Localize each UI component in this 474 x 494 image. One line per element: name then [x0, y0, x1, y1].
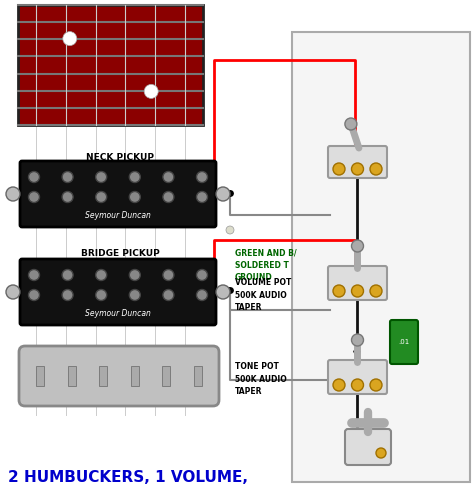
- Bar: [131, 366, 139, 386]
- Circle shape: [163, 192, 174, 203]
- Circle shape: [163, 289, 174, 300]
- Circle shape: [63, 32, 77, 45]
- Circle shape: [197, 171, 208, 182]
- FancyBboxPatch shape: [20, 161, 216, 227]
- Circle shape: [352, 163, 364, 175]
- Bar: [99, 366, 107, 386]
- Circle shape: [370, 379, 382, 391]
- Bar: [68, 366, 75, 386]
- Text: Seymour Duncan: Seymour Duncan: [85, 210, 151, 219]
- Circle shape: [28, 270, 39, 281]
- Circle shape: [144, 84, 158, 98]
- Text: BRIDGE PICKUP: BRIDGE PICKUP: [81, 248, 159, 257]
- Text: VOLUME POT
500K AUDIO
TAPER: VOLUME POT 500K AUDIO TAPER: [235, 278, 292, 312]
- Bar: [194, 366, 202, 386]
- Circle shape: [163, 270, 174, 281]
- Circle shape: [197, 192, 208, 203]
- Circle shape: [376, 448, 386, 458]
- Circle shape: [333, 285, 345, 297]
- Circle shape: [345, 118, 357, 130]
- Text: .01: .01: [398, 339, 410, 345]
- FancyBboxPatch shape: [19, 346, 219, 406]
- Circle shape: [6, 285, 20, 299]
- Bar: [163, 366, 170, 386]
- Circle shape: [129, 270, 140, 281]
- Circle shape: [352, 379, 364, 391]
- Circle shape: [163, 171, 174, 182]
- FancyBboxPatch shape: [328, 146, 387, 178]
- Circle shape: [129, 171, 140, 182]
- Bar: [18, 5, 203, 125]
- Text: TONE POT
500K AUDIO
TAPER: TONE POT 500K AUDIO TAPER: [235, 362, 287, 396]
- Circle shape: [96, 192, 107, 203]
- Circle shape: [62, 270, 73, 281]
- Circle shape: [62, 289, 73, 300]
- Circle shape: [96, 289, 107, 300]
- Circle shape: [216, 285, 230, 299]
- Circle shape: [370, 163, 382, 175]
- Circle shape: [352, 285, 364, 297]
- Text: 2 HUMBUCKERS, 1 VOLUME,: 2 HUMBUCKERS, 1 VOLUME,: [8, 470, 248, 486]
- Circle shape: [370, 285, 382, 297]
- Circle shape: [62, 171, 73, 182]
- Circle shape: [352, 334, 364, 346]
- Circle shape: [352, 240, 364, 252]
- Circle shape: [6, 187, 20, 201]
- Text: NECK PICKUP: NECK PICKUP: [86, 153, 154, 162]
- FancyBboxPatch shape: [328, 266, 387, 300]
- Circle shape: [197, 289, 208, 300]
- FancyBboxPatch shape: [20, 259, 216, 325]
- Bar: [292, 32, 470, 482]
- FancyBboxPatch shape: [328, 360, 387, 394]
- FancyBboxPatch shape: [345, 429, 391, 465]
- Bar: [36, 366, 44, 386]
- Circle shape: [226, 226, 234, 234]
- Circle shape: [129, 289, 140, 300]
- Circle shape: [28, 171, 39, 182]
- FancyBboxPatch shape: [390, 320, 418, 364]
- Text: Seymour Duncan: Seymour Duncan: [85, 308, 151, 318]
- Circle shape: [96, 171, 107, 182]
- Circle shape: [28, 289, 39, 300]
- Circle shape: [197, 270, 208, 281]
- Circle shape: [333, 163, 345, 175]
- Circle shape: [96, 270, 107, 281]
- Circle shape: [216, 187, 230, 201]
- Text: GREEN AND B/
SOLDERED T
GROUND: GREEN AND B/ SOLDERED T GROUND: [235, 248, 297, 282]
- Circle shape: [62, 192, 73, 203]
- Circle shape: [28, 192, 39, 203]
- Circle shape: [333, 379, 345, 391]
- Circle shape: [129, 192, 140, 203]
